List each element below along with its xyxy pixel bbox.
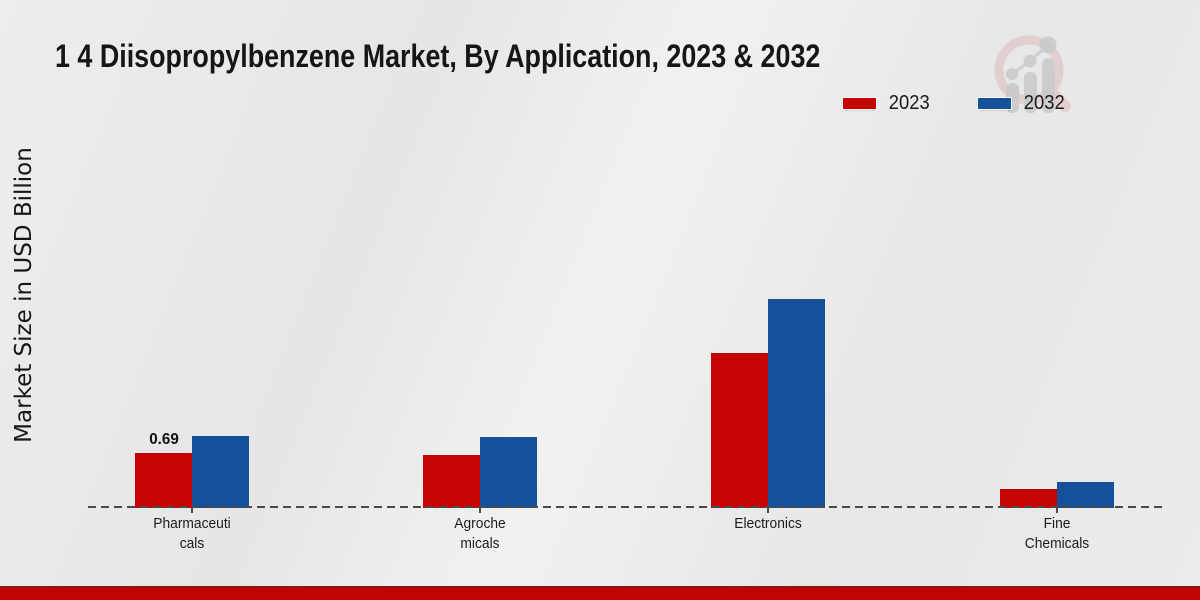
bar-2032-pharmaceuticals [192,436,249,508]
bar-2023-fine-chemicals [1000,489,1057,508]
x-axis-tick-fine-chemicals [1056,508,1058,513]
x-axis-tick-pharmaceuticals [191,508,193,513]
footer-accent-strip [0,588,1200,600]
legend: 2023 2032 [842,92,1067,115]
x-axis-tick-agrochemicals [479,508,481,513]
bar-2023-agrochemicals [423,455,480,508]
bar-2032-agrochemicals [480,437,537,508]
bar-2032-fine-chemicals [1057,482,1114,508]
legend-swatch-2032-icon [976,97,1012,110]
category-label-pharmaceuticals: Pharmaceuti cals [153,515,231,552]
legend-label-2023: 2023 [888,92,930,114]
category-label-fine-chemicals: Fine Chemicals [1024,515,1090,552]
legend-item-2032: 2032 [976,92,1067,115]
legend-swatch-2023-icon [842,97,877,110]
legend-label-2032: 2032 [1023,92,1065,114]
chart-title: 1 4 Diisopropylbenzene Market, By Applic… [55,38,821,74]
x-axis-baseline [88,506,1163,508]
bar-2023-pharmaceuticals [135,453,192,508]
bar-value-label-2023: 0.69 [148,431,179,448]
magnifier-bar-chart-watermark-icon [994,35,1071,113]
bar-2032-electronics [768,299,825,508]
legend-item-2023: 2023 [842,92,932,115]
x-axis-tick-electronics [767,508,769,513]
category-label-electronics: Electronics [734,515,802,532]
category-label-agrochemicals: Agroche micals [454,515,506,552]
bar-2023-electronics [711,353,768,508]
